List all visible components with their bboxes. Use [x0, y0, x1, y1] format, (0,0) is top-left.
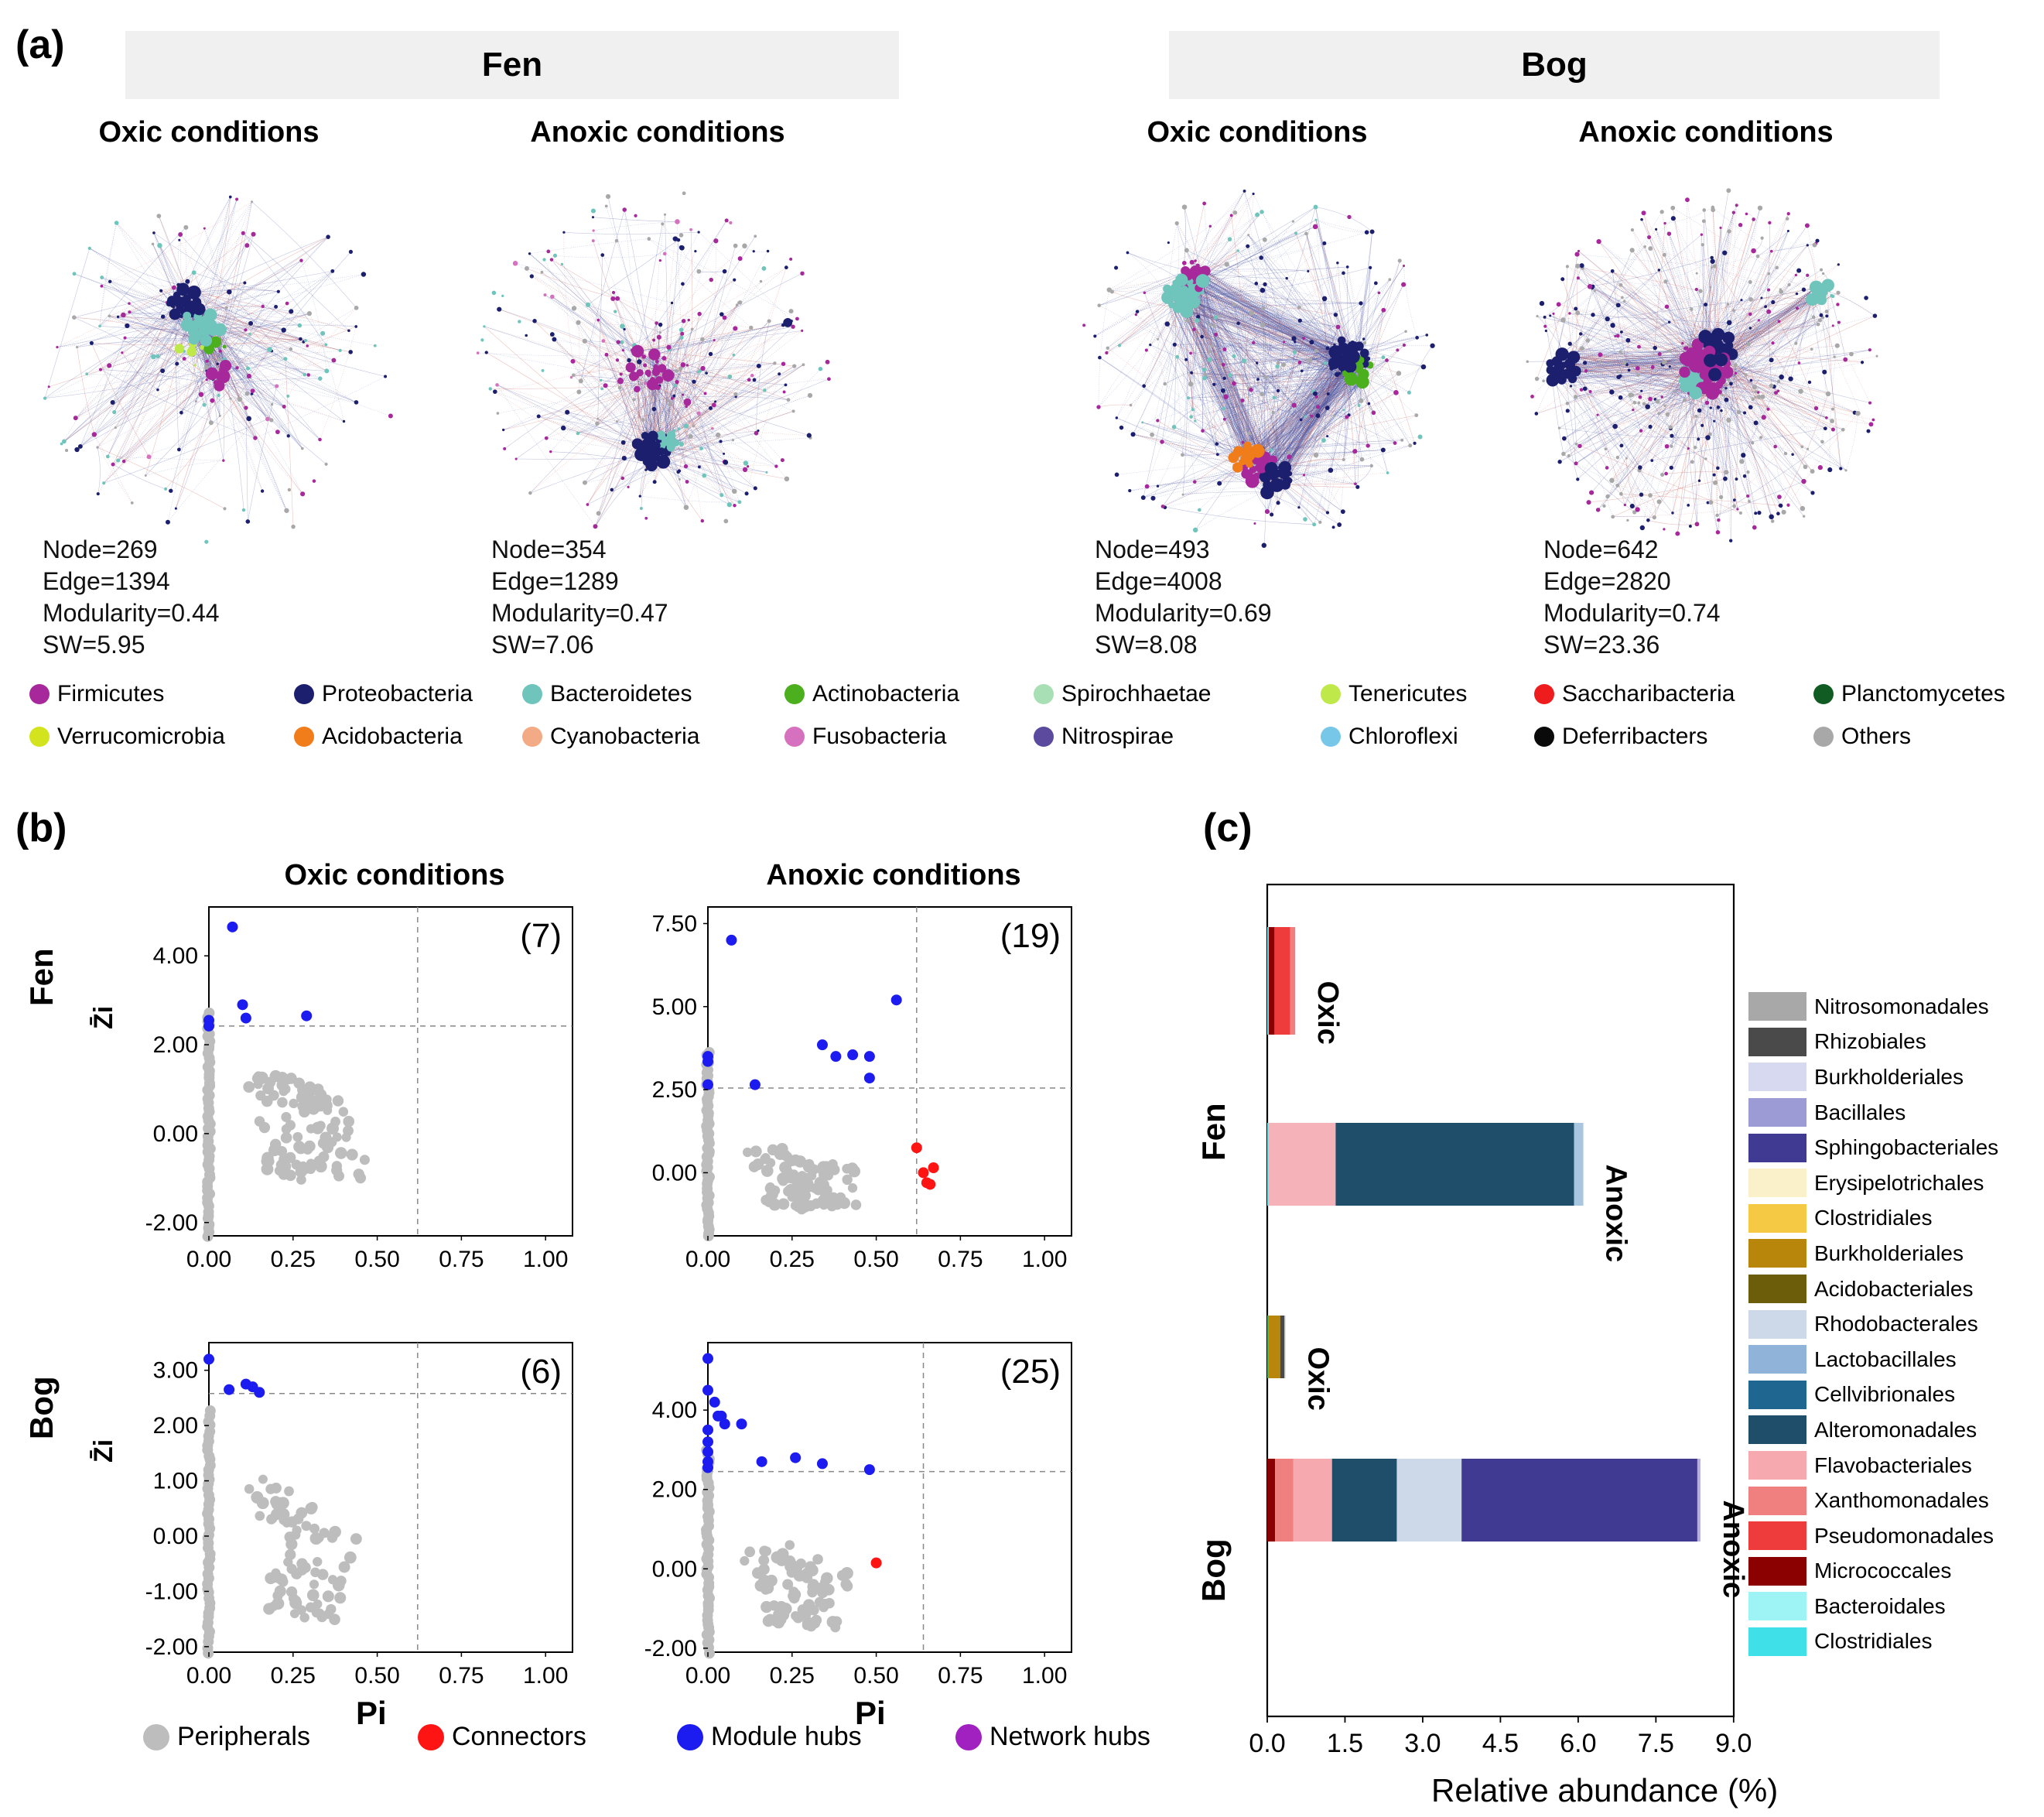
svg-text:1.00: 1.00 [1022, 1247, 1067, 1272]
svg-text:0.75: 0.75 [439, 1247, 484, 1272]
svg-text:0.25: 0.25 [271, 1247, 316, 1272]
svg-text:0.25: 0.25 [271, 1663, 316, 1689]
svg-text:(25): (25) [1000, 1353, 1061, 1391]
svg-text:0.00: 0.00 [186, 1663, 231, 1689]
svg-text:Anoxic: Anoxic [1717, 1500, 1749, 1599]
svg-text:1.00: 1.00 [153, 1469, 198, 1494]
svg-text:0.00: 0.00 [652, 1160, 697, 1186]
svg-text:5.00: 5.00 [652, 994, 697, 1020]
svg-text:(7): (7) [520, 917, 562, 955]
svg-text:4.00: 4.00 [153, 943, 198, 969]
svg-text:0.00: 0.00 [652, 1556, 697, 1582]
svg-text:2.00: 2.00 [652, 1477, 697, 1503]
svg-text:(19): (19) [1000, 917, 1061, 955]
svg-text:-1.00: -1.00 [145, 1579, 198, 1604]
svg-text:0.00: 0.00 [685, 1663, 730, 1689]
svg-text:9.0: 9.0 [1715, 1729, 1752, 1758]
svg-text:0.50: 0.50 [853, 1663, 898, 1689]
svg-text:Oxic: Oxic [1301, 1347, 1334, 1411]
svg-text:0.75: 0.75 [439, 1663, 484, 1689]
svg-text:1.00: 1.00 [523, 1247, 568, 1272]
svg-text:1.5: 1.5 [1327, 1729, 1363, 1758]
svg-text:2.00: 2.00 [153, 1032, 198, 1058]
svg-text:7.50: 7.50 [652, 911, 697, 936]
svg-text:2.50: 2.50 [652, 1077, 697, 1103]
svg-text:(6): (6) [520, 1353, 562, 1391]
svg-text:0.00: 0.00 [153, 1121, 198, 1147]
svg-text:0.50: 0.50 [354, 1247, 399, 1272]
svg-text:0.25: 0.25 [770, 1663, 815, 1689]
svg-text:-2.00: -2.00 [145, 1634, 198, 1660]
svg-text:Anoxic: Anoxic [1600, 1165, 1632, 1263]
svg-text:2.00: 2.00 [153, 1413, 198, 1439]
svg-text:0.50: 0.50 [853, 1247, 898, 1272]
svg-text:6.0: 6.0 [1560, 1729, 1596, 1758]
svg-text:3.00: 3.00 [153, 1358, 198, 1384]
svg-text:4.5: 4.5 [1482, 1729, 1519, 1758]
svg-text:0.00: 0.00 [186, 1247, 231, 1272]
svg-text:0.50: 0.50 [354, 1663, 399, 1689]
svg-text:7.5: 7.5 [1638, 1729, 1674, 1758]
svg-text:Oxic: Oxic [1311, 981, 1344, 1045]
svg-text:0.75: 0.75 [938, 1247, 983, 1272]
svg-text:3.0: 3.0 [1404, 1729, 1441, 1758]
svg-text:-2.00: -2.00 [145, 1210, 198, 1236]
svg-text:4.00: 4.00 [652, 1398, 697, 1423]
svg-text:0.25: 0.25 [770, 1247, 815, 1272]
svg-text:1.00: 1.00 [523, 1663, 568, 1689]
svg-text:0.00: 0.00 [685, 1247, 730, 1272]
svg-text:0.75: 0.75 [938, 1663, 983, 1689]
svg-text:0.0: 0.0 [1249, 1729, 1285, 1758]
svg-text:1.00: 1.00 [1022, 1663, 1067, 1689]
svg-text:0.00: 0.00 [153, 1524, 198, 1549]
svg-text:-2.00: -2.00 [644, 1636, 697, 1661]
